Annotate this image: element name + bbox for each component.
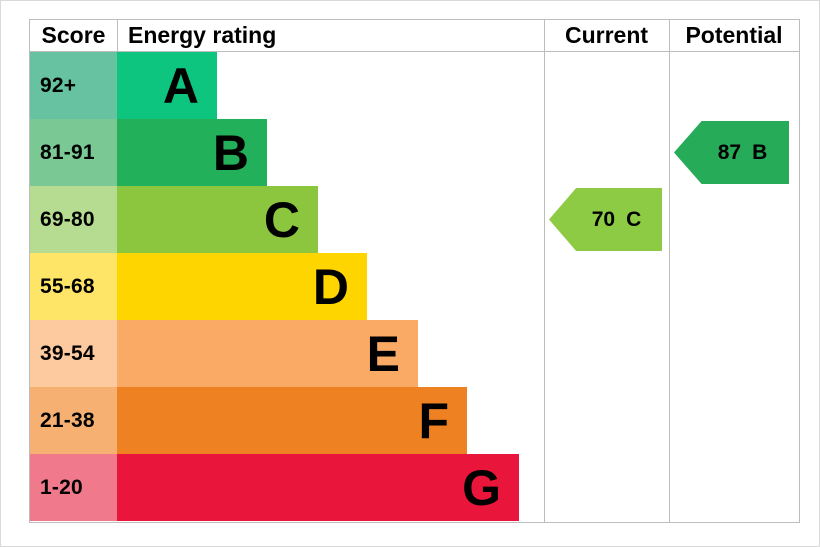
current-rating-value: 70 xyxy=(591,207,616,231)
band-score-range: 92+ xyxy=(30,52,117,119)
current-rating-arrow: 70 C xyxy=(549,188,662,251)
current-rating-band-letter: C xyxy=(626,207,642,231)
band-bar: G xyxy=(117,454,519,521)
band-row-c: 69-80 C xyxy=(30,186,799,253)
potential-rating-arrow: 87 B xyxy=(674,121,789,184)
band-bar: A xyxy=(117,52,217,119)
current-column-divider xyxy=(544,20,545,522)
band-rows: 92+ A 81-91 B 69-80 C 55-68 D 39-54 E 21-38 F 1-20 G xyxy=(30,52,799,522)
band-row-d: 55-68 D xyxy=(30,253,799,320)
band-score-range: 39-54 xyxy=(30,320,117,387)
band-score-range: 21-38 xyxy=(30,387,117,454)
header-energy-rating: Energy rating xyxy=(117,20,544,51)
band-bar: C xyxy=(117,186,318,253)
potential-rating-value: 87 xyxy=(717,140,742,164)
header-potential: Potential xyxy=(685,22,783,48)
band-row-g: 1-20 G xyxy=(30,454,799,521)
potential-rating-band-letter: B xyxy=(752,140,768,164)
band-row-b: 81-91 B xyxy=(30,119,799,186)
potential-column-divider xyxy=(669,20,670,522)
band-score-range: 81-91 xyxy=(30,119,117,186)
band-row-a: 92+ A xyxy=(30,52,799,119)
band-bar: F xyxy=(117,387,467,454)
band-bar: B xyxy=(117,119,267,186)
band-score-range: 1-20 xyxy=(30,454,117,521)
band-bar: D xyxy=(117,253,367,320)
epc-table: Score Energy rating Current Potential 92… xyxy=(29,19,800,523)
epc-header-row: Score Energy rating Current Potential xyxy=(30,20,799,52)
potential-rating-label: 87 B xyxy=(696,141,768,165)
header-score: Score xyxy=(41,22,106,48)
current-rating-label: 70 C xyxy=(570,208,642,232)
band-score-range: 55-68 xyxy=(30,253,117,320)
band-row-f: 21-38 F xyxy=(30,387,799,454)
band-row-e: 39-54 E xyxy=(30,320,799,387)
band-bar: E xyxy=(117,320,418,387)
header-current: Current xyxy=(564,22,649,48)
band-score-range: 69-80 xyxy=(30,186,117,253)
